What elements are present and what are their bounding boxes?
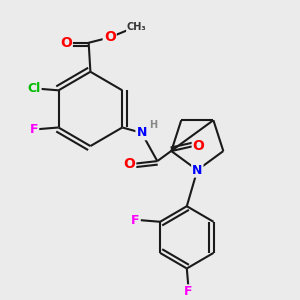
Text: F: F xyxy=(30,123,38,136)
Text: H: H xyxy=(149,120,157,130)
Text: N: N xyxy=(192,164,202,177)
Text: N: N xyxy=(136,126,147,139)
Text: F: F xyxy=(131,214,140,226)
Text: F: F xyxy=(184,285,193,298)
Text: O: O xyxy=(60,36,72,50)
Text: O: O xyxy=(123,157,135,171)
Text: Cl: Cl xyxy=(27,82,40,95)
Text: O: O xyxy=(104,30,116,44)
Text: O: O xyxy=(193,139,205,153)
Text: CH₃: CH₃ xyxy=(127,22,146,32)
